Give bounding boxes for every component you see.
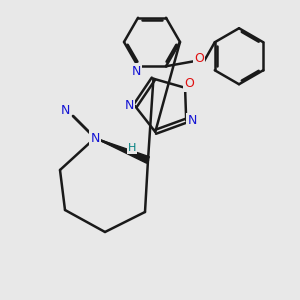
Text: N: N [124, 100, 134, 112]
Text: N: N [188, 114, 197, 127]
Text: H: H [126, 145, 134, 155]
Text: N: N [90, 131, 100, 145]
Text: O: O [194, 52, 204, 65]
Polygon shape [95, 138, 149, 163]
Text: O: O [184, 77, 194, 90]
Text: N: N [60, 103, 70, 116]
Text: N: N [90, 131, 100, 145]
Text: H: H [128, 143, 136, 153]
Text: N: N [131, 65, 141, 78]
